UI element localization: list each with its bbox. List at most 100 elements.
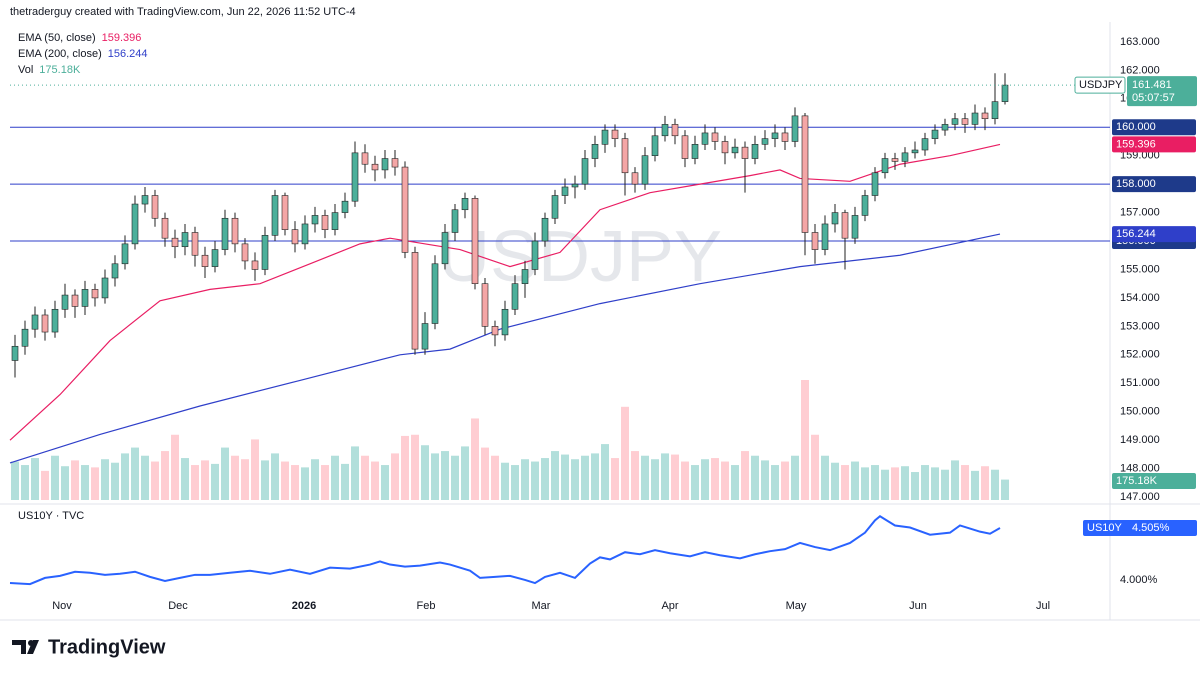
candle-body	[661, 124, 669, 137]
volume-bar	[31, 458, 39, 500]
volume-bar	[271, 453, 279, 500]
volume-bar	[941, 469, 949, 500]
candle-body	[471, 198, 479, 284]
volume-bar	[971, 470, 979, 500]
ema-tag-bg	[1112, 136, 1196, 153]
volume-bar	[771, 465, 779, 500]
volume-bar	[871, 465, 879, 500]
ema-tag: 159.396	[1116, 138, 1156, 150]
candle-body	[51, 308, 59, 333]
volume-bar	[61, 466, 69, 500]
volume-bar	[921, 465, 929, 500]
x-tick-label: Mar	[532, 600, 551, 612]
volume-bar	[111, 462, 119, 500]
candle-body	[951, 118, 959, 125]
volume-bar	[231, 455, 239, 500]
volume-bar	[441, 451, 449, 500]
us10y-value-tag: 4.505%	[1132, 522, 1170, 534]
candle-body	[991, 101, 999, 120]
candle-body	[281, 195, 289, 230]
candle-body	[321, 215, 329, 230]
candle-body	[341, 200, 349, 213]
candle-body	[481, 283, 489, 327]
volume-bar	[71, 460, 79, 500]
candle-body	[651, 135, 659, 156]
volume-bar	[641, 455, 649, 500]
candle-body	[391, 158, 399, 168]
hline-tag-bg	[1112, 119, 1196, 136]
candle-body	[351, 152, 359, 202]
volume-bar	[261, 460, 269, 500]
candle-body	[61, 294, 69, 310]
volume-bar	[741, 451, 749, 500]
candle-body	[571, 183, 579, 188]
volume-bar	[131, 447, 139, 500]
volume-bar	[401, 435, 409, 500]
volume-bar	[831, 462, 839, 500]
volume-bar	[391, 453, 399, 500]
candle-body	[541, 217, 549, 242]
volume-bar	[341, 463, 349, 500]
volume-bar	[591, 453, 599, 500]
ema-tag: 156.244	[1116, 228, 1156, 240]
volume-bar	[41, 470, 49, 500]
us10y-symbol-tag: US10Y	[1087, 522, 1123, 534]
price-tag-bg	[1127, 76, 1197, 107]
y-tick-label: 162.000	[1120, 64, 1160, 76]
candle-body	[91, 289, 99, 299]
volume-bar	[711, 458, 719, 500]
candle-body	[811, 232, 819, 250]
volume-bar	[991, 469, 999, 500]
candle-body	[671, 124, 679, 137]
volume-bar	[661, 453, 669, 500]
candle-body	[921, 138, 929, 151]
y-tick-label: 159.000	[1120, 150, 1160, 162]
candle-body	[401, 166, 409, 253]
volume-bar	[331, 455, 339, 500]
candle-body	[681, 135, 689, 159]
volume-bar	[141, 455, 149, 500]
volume-bar	[201, 460, 209, 500]
volume-bar	[911, 472, 919, 500]
candle-body	[781, 132, 789, 142]
candle-body	[861, 195, 869, 216]
logo-text: TradingView	[48, 636, 166, 658]
legend-name: Vol	[18, 64, 33, 76]
volume-bar	[121, 453, 129, 500]
y-tick-label: 150.000	[1120, 406, 1160, 418]
symbol-tag: USDJPY	[1079, 79, 1123, 91]
volume-bar	[21, 465, 29, 500]
y-tick-label: 149.000	[1120, 434, 1160, 446]
y-tick-label: 155.000	[1120, 263, 1160, 275]
volume-bar	[491, 455, 499, 500]
candle-body	[201, 254, 209, 267]
volume-bar	[851, 461, 859, 500]
volume-bar	[981, 466, 989, 500]
candle-body	[361, 152, 369, 165]
volume-bar	[861, 467, 869, 500]
candle-body	[181, 232, 189, 248]
volume-bar	[471, 418, 479, 500]
candle-body	[871, 172, 879, 196]
candle-body	[881, 158, 889, 174]
y-tick-label: 4.000%	[1120, 574, 1158, 586]
volume-bar	[371, 461, 379, 500]
volume-bar	[731, 465, 739, 500]
candle-body	[561, 186, 569, 196]
volume-bar	[621, 406, 629, 500]
volume-bar	[611, 458, 619, 500]
candle-body	[291, 229, 299, 245]
legend-value: 156.244	[108, 48, 148, 60]
volume-bar	[451, 455, 459, 500]
hline-tag-bg	[1112, 176, 1196, 193]
volume-bar	[81, 465, 89, 500]
candle-body	[431, 263, 439, 324]
volume-bar	[191, 465, 199, 500]
volume-bar	[321, 465, 329, 500]
candle-body	[511, 283, 519, 310]
candle-body	[821, 223, 829, 250]
candle-body	[981, 112, 989, 120]
y-tick-label: 153.000	[1120, 320, 1160, 332]
candle-body	[11, 345, 19, 361]
